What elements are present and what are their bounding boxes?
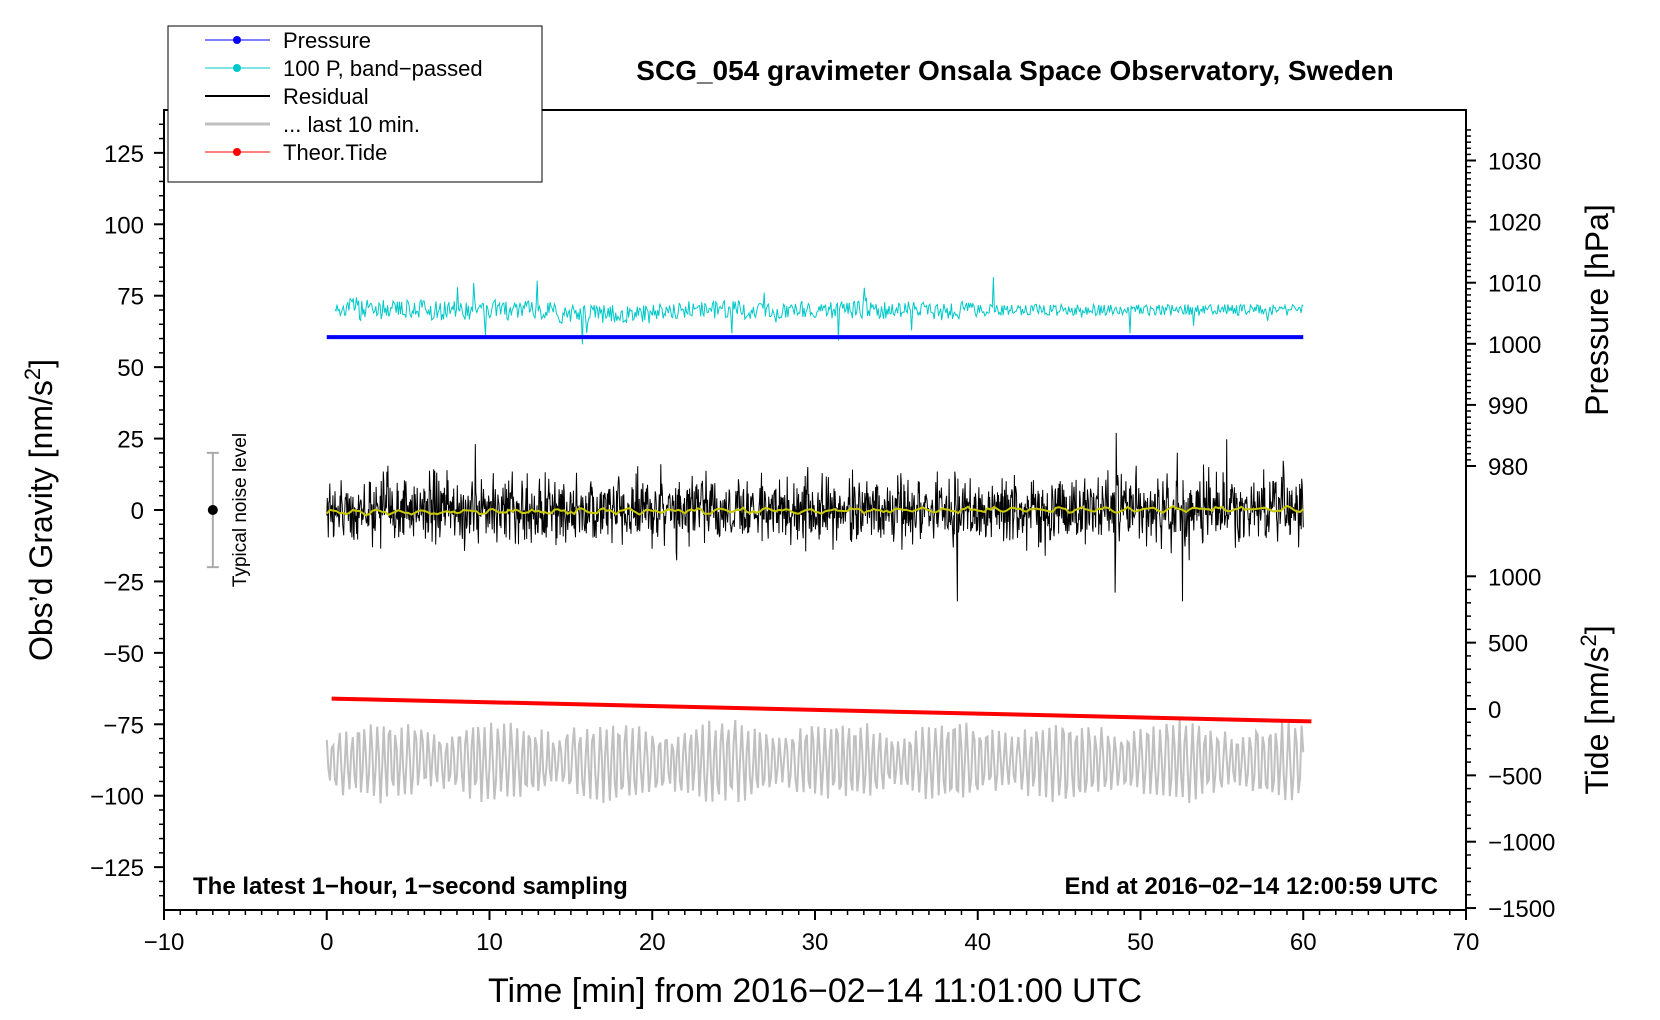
annotation-right: End at 2016−02−14 12:00:59 UTC <box>1064 873 1438 900</box>
y-tick-label: 50 <box>117 355 144 382</box>
tide-tick-label: 1000 <box>1488 564 1541 591</box>
y-tick-label: −50 <box>103 641 144 668</box>
x-tick-label: 10 <box>476 929 503 956</box>
x-tick-label: 20 <box>639 929 666 956</box>
pressure-tick-label: 1000 <box>1488 332 1541 359</box>
chart-title: SCG_054 gravimeter Onsala Space Observat… <box>636 55 1393 86</box>
legend-label: ... last 10 min. <box>283 112 420 137</box>
x-tick-label: 0 <box>320 929 333 956</box>
y-tick-label: 100 <box>104 212 144 239</box>
tide-tick-label: −1500 <box>1488 896 1555 923</box>
y-tick-label: −125 <box>90 855 144 882</box>
legend-marker <box>233 36 241 44</box>
y-axis-label-pressure: Pressure [hPa] <box>1579 204 1615 416</box>
x-tick-label: 40 <box>964 929 991 956</box>
tide-tick-label: −1000 <box>1488 830 1555 857</box>
residual-smoothed-line <box>326 504 1304 517</box>
residual-line <box>326 432 1304 602</box>
x-tick-label: 50 <box>1127 929 1154 956</box>
pressure-tick-label: 1020 <box>1488 210 1541 237</box>
x-tick-label: 60 <box>1290 929 1317 956</box>
theoretical-tide-line <box>331 696 1312 724</box>
x-axis-label: Time [min] from 2016−02−14 11:01:00 UTC <box>488 972 1142 1010</box>
tide-tick-label: 0 <box>1488 697 1501 724</box>
noise-center-dot <box>207 505 218 515</box>
noise-indicator: Typical noise level <box>206 433 251 587</box>
x-tick-label: −10 <box>144 929 185 956</box>
y-tick-label: 125 <box>104 141 144 168</box>
legend-label: Residual <box>283 84 369 109</box>
tide-tick-label: −500 <box>1488 763 1542 790</box>
series-layer <box>325 277 1312 804</box>
legend-label: Pressure <box>283 28 371 53</box>
pressure-tick-label: 980 <box>1488 454 1528 481</box>
tide-tick-label: 500 <box>1488 631 1528 658</box>
noise-label: Typical noise level <box>230 433 251 587</box>
legend-label: Theor.Tide <box>283 140 387 165</box>
legend-marker <box>233 148 241 156</box>
x-tick-label: 30 <box>802 929 829 956</box>
legend-label: 100 P, band−passed <box>283 56 483 81</box>
y-tick-label: 75 <box>117 284 144 311</box>
pressure-tick-label: 1030 <box>1488 149 1541 176</box>
y-tick-label: −100 <box>90 784 144 811</box>
legend-marker <box>233 64 241 72</box>
last-10-min-line <box>325 719 1305 804</box>
x-tick-label: 70 <box>1453 929 1480 956</box>
y-tick-label: 25 <box>117 427 144 454</box>
pressure-tick-label: 990 <box>1488 393 1528 420</box>
y-axis-label-left: Obs’d Gravity [nm/s2] <box>20 359 59 661</box>
bandpassed-pressure-line <box>334 277 1304 345</box>
y-axis-label-tide: Tide [nm/s2] <box>1576 625 1615 794</box>
pressure-tick-label: 1010 <box>1488 271 1541 298</box>
y-tick-label: −75 <box>103 712 144 739</box>
legend-box <box>167 25 543 183</box>
legend: Pressure 100 P, band−passed Residual ... la… <box>167 25 543 183</box>
legend-entries: Pressure 100 P, band−passed Residual ... la… <box>205 28 483 165</box>
ticks-layer: −10 0 10 20 30 40 50 60 70−125−100−75−50−2502550… <box>90 123 1555 956</box>
annotation-left: The latest 1−hour, 1−second sampling <box>193 873 628 900</box>
y-tick-label: 0 <box>131 498 144 525</box>
y-tick-label: −25 <box>103 569 144 596</box>
